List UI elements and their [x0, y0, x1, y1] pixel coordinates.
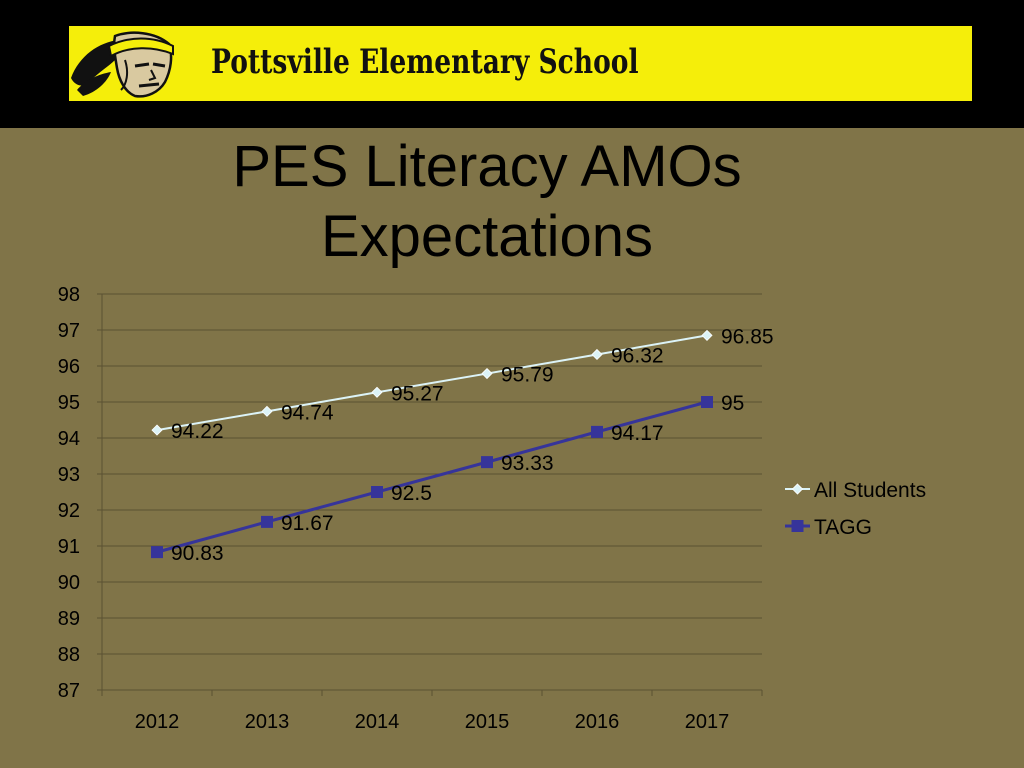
legend-marker-all-students — [791, 483, 804, 495]
x-tick-label-2017: 2017 — [685, 711, 730, 733]
y-tick-label: 94 — [58, 428, 80, 450]
data-point-all-students-2016 — [591, 348, 603, 361]
data-point-all-students-2013 — [261, 405, 273, 417]
data-point-all-students-2012 — [151, 424, 163, 436]
data-point-tagg-2017 — [701, 396, 713, 408]
data-point-tagg-2014 — [371, 486, 383, 498]
y-tick-label: 98 — [58, 284, 80, 306]
data-label-all-students-2016: 96.32 — [611, 344, 664, 367]
data-point-tagg-2012 — [151, 546, 163, 559]
y-tick-label: 96 — [58, 356, 80, 378]
x-tick-label-2015: 2015 — [465, 711, 510, 733]
data-label-tagg-2013: 91.67 — [281, 512, 334, 535]
legend-label-tagg: TAGG — [814, 516, 872, 539]
y-tick-label: 91 — [58, 536, 80, 558]
x-tick-label-2014: 2014 — [355, 711, 400, 733]
data-label-tagg-2015: 93.33 — [501, 452, 554, 475]
line-chart: 87 88 89 90 91 92 93 94 95 96 97 98 2012 2013 2014 2015… — [58, 284, 926, 733]
y-tick-label: 92 — [58, 500, 80, 522]
y-tick-label: 88 — [58, 644, 80, 666]
series-line-all-students — [156, 334, 708, 432]
y-tick-label: 89 — [58, 608, 80, 630]
data-label-tagg-2012: 90.83 — [171, 542, 224, 565]
data-label-tagg-2014: 92.5 — [391, 482, 432, 505]
data-label-tagg-2016: 94.17 — [611, 422, 664, 445]
data-point-tagg-2016 — [591, 425, 603, 438]
y-tick-label: 87 — [58, 680, 80, 702]
chart-title-line2: Expectations — [320, 204, 654, 269]
data-label-all-students-2015: 95.79 — [501, 364, 554, 387]
y-tick-label: 95 — [58, 392, 80, 414]
school-banner: Pottsville Elementary School — [69, 26, 972, 101]
y-tick-label: 90 — [58, 572, 80, 594]
data-point-all-students-2017 — [701, 329, 713, 341]
data-label-tagg-2017: 95 — [721, 392, 744, 415]
x-tick-label-2012: 2012 — [135, 711, 180, 733]
x-tick-label-2016: 2016 — [575, 711, 620, 733]
x-tick-label-2013: 2013 — [245, 711, 290, 733]
data-point-all-students-2015 — [481, 367, 493, 380]
y-tick-label: 97 — [58, 320, 80, 342]
legend-marker-tagg — [791, 520, 804, 532]
data-label-all-students-2017: 96.85 — [721, 325, 774, 348]
y-tick-label: 93 — [58, 464, 80, 486]
data-label-all-students-2013: 94.74 — [281, 401, 334, 424]
chart-title-line1: PES Literacy AMOs — [232, 134, 742, 199]
school-name: Pottsville Elementary School — [211, 42, 639, 82]
data-point-tagg-2013 — [261, 515, 273, 528]
series-line-tagg — [156, 400, 708, 554]
data-label-all-students-2014: 95.27 — [391, 382, 444, 405]
data-point-tagg-2015 — [481, 456, 493, 469]
legend-label-all-students: All Students — [814, 479, 926, 502]
data-point-all-students-2014 — [371, 386, 383, 398]
warrior-mascot-logo — [71, 31, 174, 98]
data-label-all-students-2012: 94.22 — [171, 420, 224, 443]
chart-title: PES Literacy AMOs Expectations — [0, 132, 974, 272]
